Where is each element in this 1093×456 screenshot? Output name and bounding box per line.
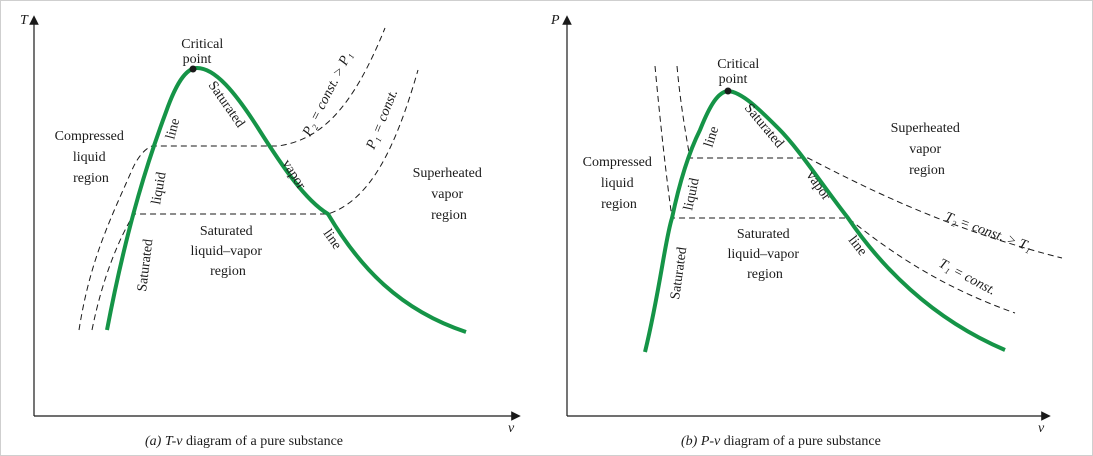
tv-sat-liquid-line-word2: liquid <box>149 171 169 206</box>
pv-x-axis-label: v <box>1038 421 1045 436</box>
pv-isotherm-high-label: T₂ = const. > T₁ <box>943 210 1034 255</box>
tv-sat-liquid-line-word3: line <box>163 117 183 141</box>
tv-caption: (a) T-v diagram of a pure substance <box>145 434 343 449</box>
tv-isobar-high-curve <box>78 27 386 331</box>
tv-critical-point-label: Critical point <box>181 37 227 67</box>
tv-saturated-liquid-vapor-label: Saturated liquid–vapor region <box>190 224 265 279</box>
tv-isobar-low-label: P₁ = const. <box>363 88 401 153</box>
tv-sat-liquid-line-word1: Saturated <box>135 238 156 292</box>
pv-caption: (b) P-v diagram of a pure substance <box>681 434 881 449</box>
tv-isobar-high-label: P₂ = const. > P₁ <box>300 49 356 139</box>
tv-diagram: T v Critical point Compressed liquid reg… <box>20 13 521 449</box>
pv-sat-vapor-line-word3: line <box>845 233 870 259</box>
pv-sat-liquid-line-word3: line <box>702 125 723 150</box>
pv-critical-point-marker <box>724 87 732 95</box>
pv-sat-vapor-line-word2: vapor <box>803 169 834 204</box>
pv-compressed-liquid-label: Compressed liquid region <box>583 155 656 212</box>
pv-y-axis-label: P <box>550 13 560 28</box>
tv-compressed-liquid-label: Compressed liquid region <box>55 129 128 186</box>
pv-saturation-dome <box>643 88 1006 353</box>
pv-sat-liquid-line-word1: Saturated <box>668 246 690 300</box>
pv-saturated-liquid-vapor-label: Saturated liquid–vapor region <box>727 227 802 282</box>
pv-diagram: P v Critical point Compressed liquid reg… <box>550 13 1063 449</box>
tv-x-axis-label: v <box>508 421 515 436</box>
pv-isotherm-low-curve <box>654 65 1016 314</box>
pv-superheated-vapor-label: Superheated vapor region <box>891 121 964 178</box>
tv-superheated-vapor-label: Superheated vapor region <box>413 166 486 223</box>
pv-sat-liquid-line-word2: liquid <box>681 177 702 212</box>
pv-sat-vapor-line-word1: Saturated <box>741 101 786 151</box>
pv-isotherm-high-curve <box>676 65 1063 259</box>
tv-saturation-dome <box>105 65 467 334</box>
pv-critical-point-label: Critical point <box>717 57 763 87</box>
pv-isotherm-low-label: T₁ = const. <box>936 256 998 298</box>
tv-sat-vapor-line-word2: vapor <box>279 157 309 192</box>
tv-critical-point-marker <box>189 65 197 73</box>
tv-y-axis-label: T <box>20 13 29 28</box>
